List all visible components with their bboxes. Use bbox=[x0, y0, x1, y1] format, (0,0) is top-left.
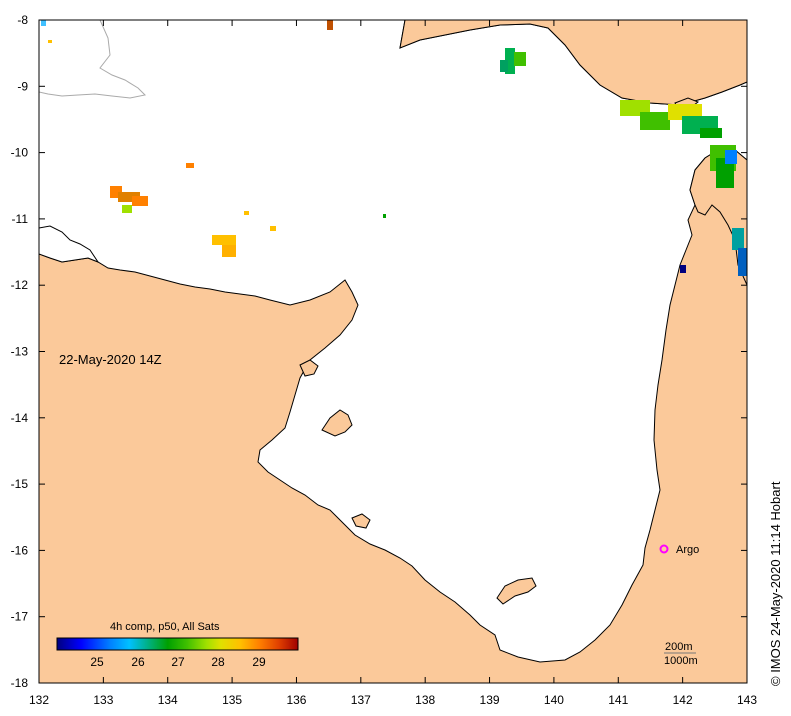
colorbar: 4h comp, p50, All Sats 25 26 27 28 29 bbox=[56, 621, 299, 669]
colorbar-tick-label: 25 bbox=[90, 655, 104, 669]
y-tick-label: -18 bbox=[11, 676, 29, 690]
x-tick-label: 138 bbox=[415, 693, 435, 707]
mornington-island bbox=[496, 577, 537, 605]
x-tick-label: 142 bbox=[673, 693, 693, 707]
y-tick-label: -16 bbox=[11, 543, 29, 557]
argo-label: Argo bbox=[676, 544, 699, 556]
new-guinea-coast bbox=[399, 20, 747, 106]
x-tick-label: 136 bbox=[286, 693, 306, 707]
map-area bbox=[39, 20, 747, 683]
x-tick-label: 134 bbox=[158, 693, 178, 707]
y-tick-label: -12 bbox=[11, 278, 29, 292]
y-tick-label: -11 bbox=[12, 212, 29, 226]
x-tick-label: 141 bbox=[608, 693, 628, 707]
y-axis: -8 -9 -10 -11 -12 -13 -14 -15 -16 -17 -18 bbox=[11, 13, 747, 690]
argo-icon bbox=[659, 544, 669, 554]
argo-marker: Argo bbox=[659, 544, 699, 556]
y-tick-label: -14 bbox=[11, 411, 29, 425]
x-tick-label: 139 bbox=[480, 693, 500, 707]
y-tick-label: -10 bbox=[11, 146, 29, 160]
colorbar-tick-label: 27 bbox=[171, 655, 185, 669]
colorbar-title: 4h comp, p50, All Sats bbox=[110, 621, 220, 633]
x-tick-label: 133 bbox=[93, 693, 113, 707]
date-label: 22-May-2020 14Z bbox=[59, 352, 162, 367]
sst-patches bbox=[41, 20, 747, 276]
west-inlet bbox=[39, 225, 100, 264]
y-tick-label: -15 bbox=[11, 477, 29, 491]
y-tick-label: -8 bbox=[17, 13, 28, 27]
x-tick-label: 132 bbox=[29, 693, 49, 707]
bathymetry-contour bbox=[39, 20, 147, 99]
contour-1000-label: 1000m bbox=[664, 655, 698, 667]
colorbar-ramp bbox=[56, 637, 299, 651]
x-tick-label: 137 bbox=[351, 693, 371, 707]
y-tick-label: -9 bbox=[17, 79, 28, 93]
x-tick-label: 140 bbox=[544, 693, 564, 707]
y-tick-label: -17 bbox=[11, 610, 29, 624]
colorbar-tick-label: 29 bbox=[252, 655, 266, 669]
credit-label: © IMOS 24-May-2020 11:14 Hobart bbox=[768, 481, 783, 686]
colorbar-tick-label: 26 bbox=[131, 655, 145, 669]
x-axis: 132 133 134 135 136 137 138 139 140 141 142 143 bbox=[29, 20, 757, 707]
x-tick-label: 135 bbox=[222, 693, 242, 707]
colorbar-tick-label: 28 bbox=[211, 655, 225, 669]
colorbar-ticks: 25 26 27 28 29 bbox=[90, 655, 266, 669]
island-small-2 bbox=[299, 359, 319, 377]
y-tick-label: -13 bbox=[11, 345, 29, 359]
island-small-3 bbox=[351, 513, 371, 529]
island-small-1 bbox=[321, 409, 353, 437]
x-tick-label: 143 bbox=[737, 693, 757, 707]
contour-200-label: 200m bbox=[665, 641, 693, 653]
